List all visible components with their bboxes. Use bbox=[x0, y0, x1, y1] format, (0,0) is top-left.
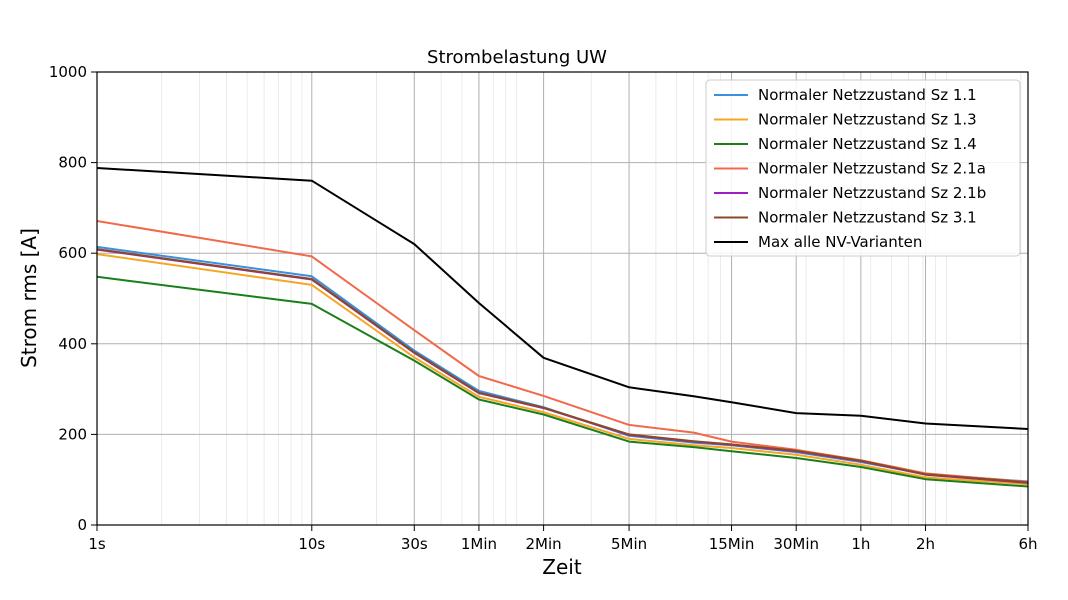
x-tick-label: 1s bbox=[88, 535, 106, 553]
y-tick-label: 400 bbox=[58, 335, 87, 353]
y-axis-title: Strom rms [A] bbox=[17, 228, 41, 368]
x-tick-label: 2h bbox=[916, 535, 935, 553]
series-line bbox=[96, 248, 1029, 484]
y-tick-label: 0 bbox=[77, 516, 87, 534]
legend-label: Normaler Netzzustand Sz 3.1 bbox=[758, 209, 977, 227]
legend-label: Normaler Netzzustand Sz 1.4 bbox=[758, 135, 977, 153]
legend-label: Normaler Netzzustand Sz 1.3 bbox=[758, 111, 977, 129]
x-axis-ticks: 1s 10s 30s 1Min 2Min 5Min 15Min 30Min 1h 2h 6h bbox=[88, 525, 1038, 553]
y-tick-label: 1000 bbox=[49, 63, 87, 81]
legend-label: Normaler Netzzustand Sz 2.1a bbox=[758, 160, 986, 178]
legend-label: Max alle NV-Varianten bbox=[758, 233, 922, 251]
legend-label: Normaler Netzzustand Sz 2.1b bbox=[758, 184, 986, 202]
x-tick-label: 15Min bbox=[709, 535, 755, 553]
legend: Normaler Netzzustand Sz 1.1 Normaler Netz… bbox=[705, 79, 1021, 257]
x-tick-label: 1h bbox=[851, 535, 870, 553]
series-lines bbox=[96, 167, 1029, 488]
series-line bbox=[96, 253, 1029, 486]
y-tick-label: 600 bbox=[58, 244, 87, 262]
x-tick-label: 6h bbox=[1018, 535, 1037, 553]
x-tick-label: 1Min bbox=[461, 535, 497, 553]
y-axis-ticks: 0 200 400 600 800 1000 bbox=[49, 63, 97, 534]
chart-title: Strombelastung UW bbox=[427, 47, 607, 68]
x-tick-label: 2Min bbox=[526, 535, 562, 553]
x-axis-title: Zeit bbox=[542, 555, 582, 579]
series-line bbox=[96, 275, 1029, 488]
legend-label: Normaler Netzzustand Sz 1.1 bbox=[758, 86, 977, 104]
y-tick-label: 800 bbox=[58, 154, 87, 172]
x-tick-label: 30Min bbox=[773, 535, 819, 553]
series-line bbox=[96, 167, 1029, 430]
y-tick-label: 200 bbox=[58, 425, 87, 443]
x-tick-label: 10s bbox=[298, 535, 325, 553]
x-tick-label: 5Min bbox=[611, 535, 647, 553]
legend-box bbox=[705, 79, 1021, 257]
x-tick-label: 30s bbox=[401, 535, 428, 553]
plot-frame bbox=[96, 71, 1029, 526]
